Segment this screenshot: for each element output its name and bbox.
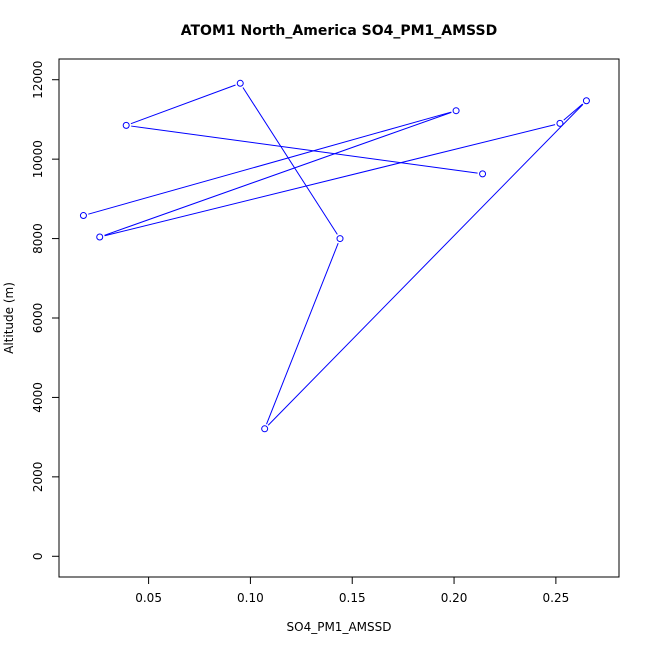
- x-tick-label: 0.15: [339, 591, 366, 605]
- data-point: [79, 212, 87, 220]
- data-point: [261, 425, 269, 433]
- data-point: [556, 119, 564, 127]
- series-segment: [131, 125, 478, 174]
- y-tick-label: 6000: [31, 303, 45, 334]
- plot-frame: [58, 58, 620, 578]
- data-point: [96, 233, 104, 241]
- chart-title: ATOM1 North_America SO4_PM1_AMSSD: [181, 23, 497, 39]
- y-tick-label: 10000: [31, 140, 45, 178]
- series-segment: [130, 84, 236, 125]
- data-point: [236, 79, 244, 87]
- data-point: [122, 121, 130, 129]
- y-tick-label: 4000: [31, 382, 45, 413]
- x-tick-label: 0.20: [441, 591, 468, 605]
- x-tick-label: 0.05: [135, 591, 162, 605]
- data-point: [452, 107, 460, 115]
- series-layer: [79, 79, 590, 433]
- x-tick-label: 0.10: [237, 591, 264, 605]
- y-tick-label: 2000: [31, 462, 45, 493]
- series-segment: [242, 87, 338, 235]
- series-segment: [88, 111, 452, 215]
- y-tick-label: 0: [31, 552, 45, 560]
- data-point: [336, 235, 344, 243]
- data-point: [479, 170, 487, 178]
- y-axis: 0 2000 4000 6000 8000 10000 12000: [31, 61, 59, 560]
- y-tick-label: 12000: [31, 61, 45, 99]
- series-segment: [267, 103, 584, 426]
- series-segment: [104, 124, 556, 237]
- y-tick-label: 8000: [31, 223, 45, 254]
- series-segment: [104, 111, 452, 236]
- x-axis-label: SO4_PM1_AMSSD: [287, 620, 392, 634]
- y-axis-label: Altitude (m): [2, 282, 16, 354]
- series-segment: [563, 103, 583, 121]
- x-tick-label: 0.25: [543, 591, 570, 605]
- data-point: [582, 97, 590, 105]
- x-axis: 0.05 0.10 0.15 0.20 0.25: [135, 577, 569, 605]
- series-segment: [266, 243, 339, 425]
